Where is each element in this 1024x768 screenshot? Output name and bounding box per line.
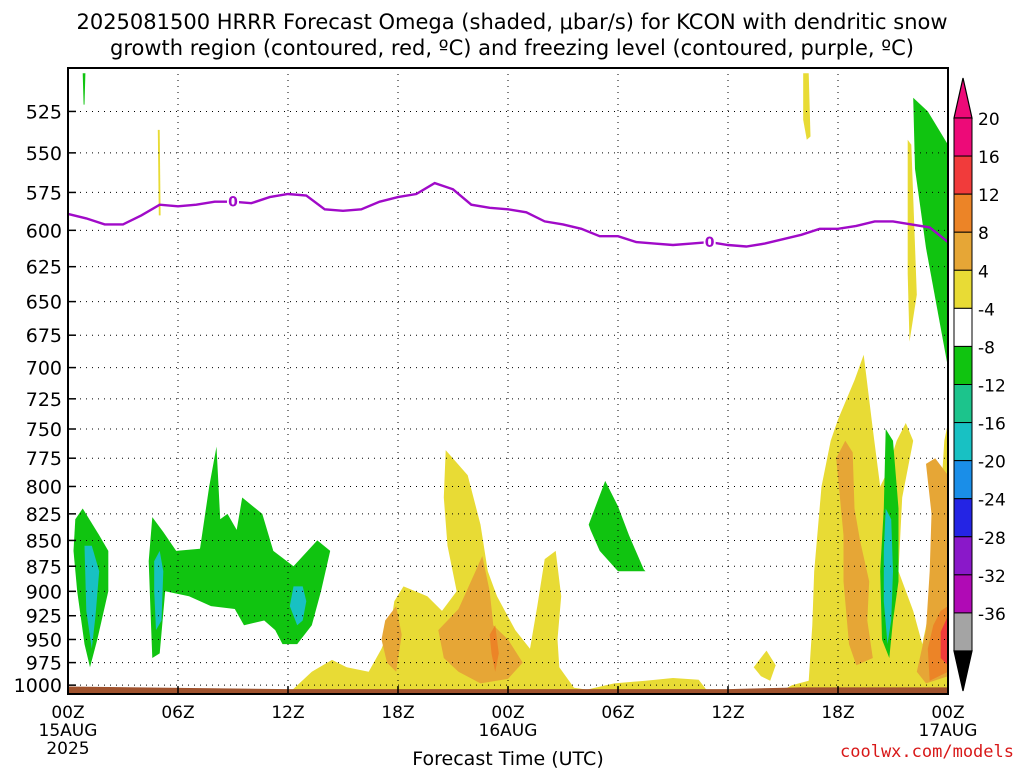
colorbar-swatch: [953, 536, 973, 576]
y-tick-label: 625: [26, 257, 62, 279]
omega-plus8-hr20: [438, 556, 523, 684]
colorbar-swatch: [953, 269, 973, 309]
y-tick-label: 650: [26, 292, 62, 314]
freezing-level-line: [67, 181, 949, 248]
y-tick-label: 950: [26, 629, 62, 651]
colorbar-swatch: [953, 612, 973, 652]
colorbar-swatch: [953, 498, 973, 538]
colorbar-swatch: [953, 422, 973, 462]
y-tick-label: 1000: [14, 675, 62, 697]
omega-plus12-hr47: [927, 606, 948, 681]
y-tick-label: 675: [26, 325, 62, 347]
y-tick-label: 875: [26, 556, 62, 578]
x-tick-label: 18Z: [381, 703, 414, 723]
freezing-level-label: 0: [228, 195, 238, 211]
omega-plus4-hr0-sliver: [82, 73, 86, 105]
colorbar-arrow-top: [953, 77, 973, 119]
colorbar-swatch: [953, 155, 973, 195]
freezing-level-label-bg: [227, 193, 239, 210]
colorbar-label: 16: [978, 148, 1000, 168]
omega-plus4-hr40-lower: [775, 354, 948, 694]
omega-plus4-hr45-upper: [907, 139, 917, 342]
y-tick-label: 750: [26, 419, 62, 441]
omega-plus4-hr40: [803, 73, 811, 140]
colorbar-label: 8: [978, 224, 989, 244]
colorbar-label: 20: [978, 110, 1000, 130]
x-tick-label: 06Z: [161, 703, 194, 723]
x-tick-label: 12Z: [271, 703, 304, 723]
colorbar-label: -32: [978, 567, 1006, 587]
colorbar-label: 4: [978, 262, 989, 282]
x-tick-label: 12Z: [711, 703, 744, 723]
x-axis-label: Forecast Time (UTC): [412, 748, 603, 768]
y-tick-label: 825: [26, 504, 62, 526]
colorbar-label: 12: [978, 186, 1000, 206]
chart-title-line-2: growth region (contoured, red, ºC) and f…: [110, 36, 914, 60]
colorbar-swatch: [953, 307, 973, 347]
x-tick-label: 06Z: [601, 703, 634, 723]
colorbar-swatch: [953, 345, 973, 385]
omega-plus8-hr42: [836, 440, 873, 666]
x-tick-year: 2025: [46, 739, 89, 759]
x-tick-date: 16AUG: [479, 721, 538, 741]
colorbar-label: -36: [978, 605, 1006, 625]
y-tick-label: 550: [26, 143, 62, 165]
omega-minus8-hr0: [84, 545, 100, 649]
colorbar-swatch: [953, 460, 973, 500]
colorbar-swatch: [953, 231, 973, 271]
omega-plus8-hr18: [381, 606, 402, 672]
x-tick-label: 18Z: [821, 703, 854, 723]
omega-plus4-hr5: [157, 129, 161, 216]
freezing-level-label: 0: [705, 235, 715, 251]
y-tick-label: 800: [26, 476, 62, 498]
colorbar-arrow-bottom: [953, 650, 973, 692]
colorbar-label: -28: [978, 529, 1006, 549]
y-tick-label: 975: [26, 653, 62, 675]
colorbar-label: -12: [978, 377, 1006, 397]
omega-minus8-hr45: [883, 508, 893, 645]
colorbar-label: -4: [978, 300, 995, 320]
y-tick-label: 700: [26, 358, 62, 380]
y-tick-label: 925: [26, 606, 62, 628]
x-tick-date: 17AUG: [919, 721, 978, 741]
x-tick-date: 15AUG: [39, 721, 98, 741]
freezing-level-label-bg: [703, 234, 716, 251]
omega-minus4-hr5: [148, 446, 331, 658]
y-tick-label: 525: [26, 101, 62, 123]
omega-plus4-hr38: [753, 650, 776, 681]
omega-minus8-hr5: [154, 550, 164, 631]
y-tick-label: 600: [26, 220, 62, 242]
y-tick-label: 775: [26, 448, 62, 470]
colorbar-label: -16: [978, 415, 1006, 435]
omega-minus4-hr45-upper: [913, 97, 948, 368]
colorbar-swatch: [953, 574, 973, 614]
y-tick-label: 900: [26, 581, 62, 603]
y-tick-label: 575: [26, 182, 62, 204]
chart-title-line-1: 2025081500 HRRR Forecast Omega (shaded, …: [76, 10, 948, 34]
omega-plus12-hr23: [489, 625, 499, 672]
colorbar-swatch: [953, 384, 973, 424]
omega-minus4-hr28: [588, 480, 646, 572]
colorbar-label: -24: [978, 491, 1006, 511]
omega-minus20-hr45: [940, 615, 948, 666]
x-tick-label: 00Z: [931, 703, 964, 723]
credit-text: coolwx.com/models: [840, 742, 1014, 762]
colorbar-label: -20: [978, 453, 1006, 473]
x-tick-label: 00Z: [491, 703, 524, 723]
x-tick-label: 00Z: [51, 703, 84, 723]
colorbar-label: -8: [978, 338, 995, 358]
colorbar-swatch: [953, 117, 973, 157]
y-tick-label: 850: [26, 530, 62, 552]
colorbar-swatch: [953, 193, 973, 233]
y-tick-label: 725: [26, 389, 62, 411]
